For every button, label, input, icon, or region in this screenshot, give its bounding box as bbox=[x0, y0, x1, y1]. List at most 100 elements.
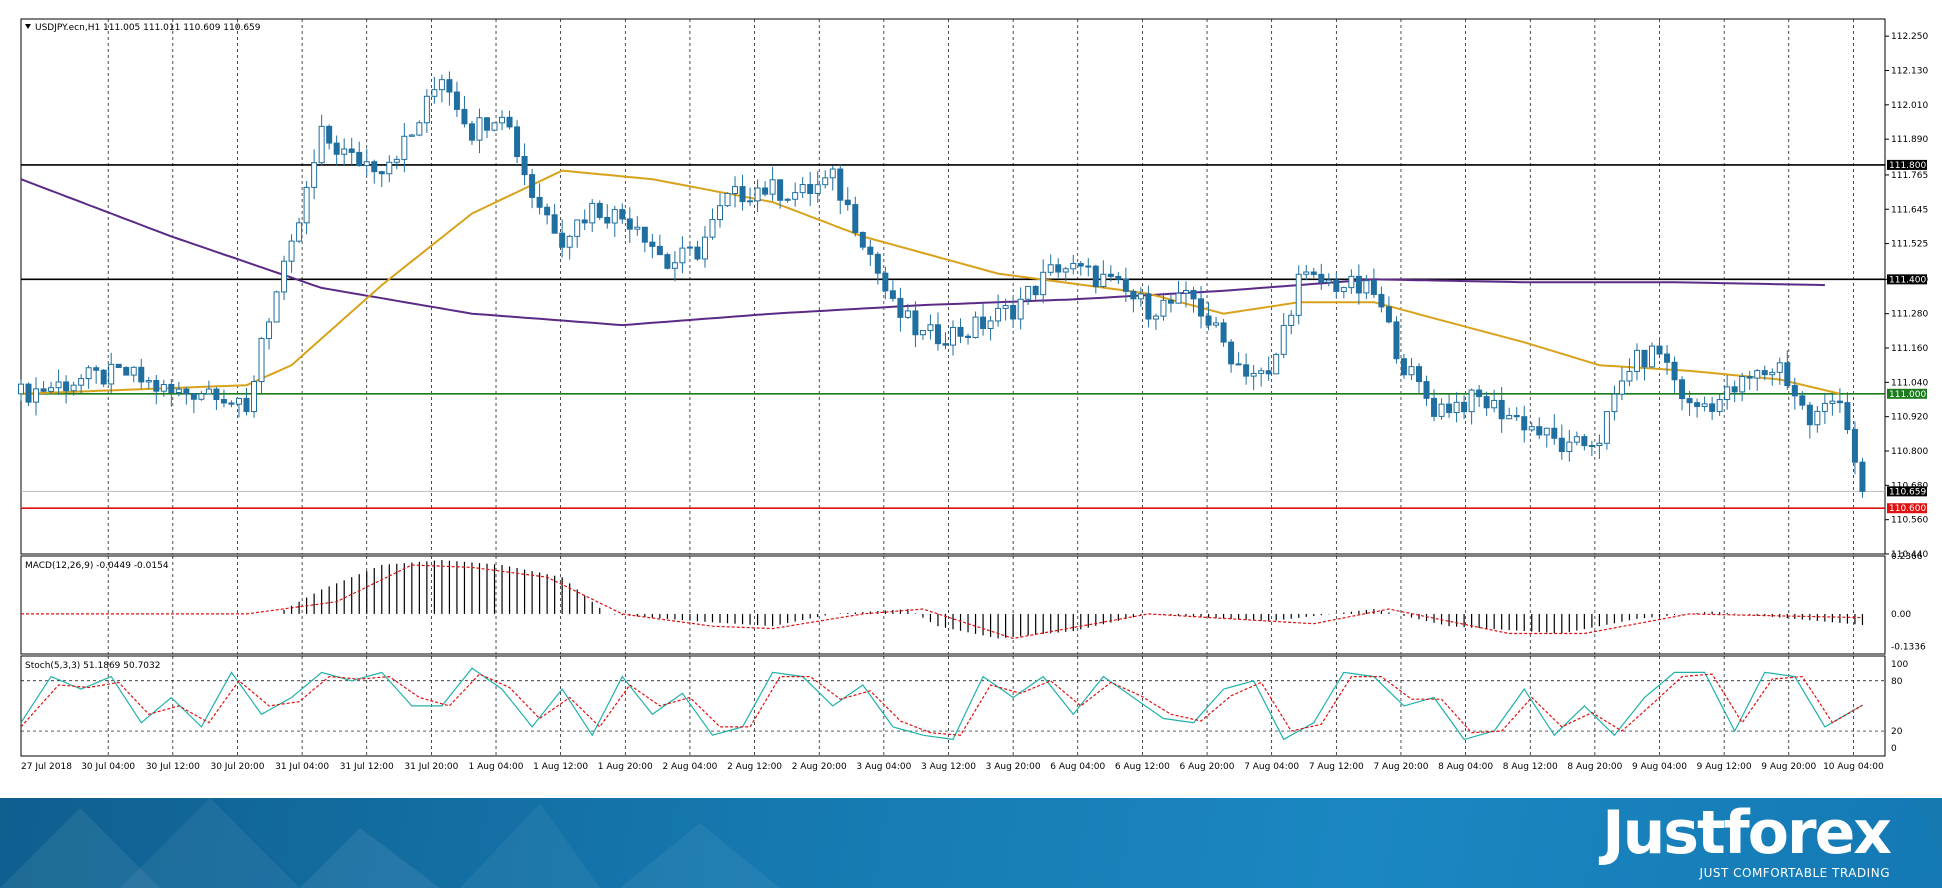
candle-body bbox=[559, 232, 566, 248]
candle-body bbox=[423, 95, 430, 124]
stoch-axis: 100 80 20 0 bbox=[1891, 660, 1908, 754]
candle-body bbox=[484, 117, 490, 131]
candle-body bbox=[754, 187, 761, 202]
candle-body bbox=[1010, 304, 1017, 320]
macd-tick-label: 0.2366 bbox=[1891, 552, 1923, 562]
candle-body bbox=[792, 192, 799, 200]
candle-body bbox=[1438, 403, 1445, 417]
candle-body bbox=[1167, 299, 1174, 304]
candle-body bbox=[1265, 370, 1272, 375]
candle-body bbox=[641, 226, 648, 243]
candle-body bbox=[1679, 379, 1686, 400]
candle-body bbox=[694, 246, 701, 260]
candle-body bbox=[829, 168, 836, 179]
candle-body bbox=[85, 367, 92, 380]
candle-body bbox=[1100, 273, 1107, 288]
y-tick-label: 111.040 bbox=[1891, 378, 1928, 388]
candle-body bbox=[671, 262, 678, 269]
candle-body bbox=[1273, 353, 1280, 375]
candle-body bbox=[1115, 275, 1122, 280]
candle-body bbox=[942, 343, 949, 346]
x-tick-label: 31 Jul 04:00 bbox=[275, 762, 329, 772]
candle-body bbox=[318, 125, 325, 164]
x-tick-label: 6 Aug 20:00 bbox=[1180, 762, 1235, 772]
candle-body bbox=[1859, 461, 1866, 492]
candle-body bbox=[1461, 401, 1468, 413]
stoch-tick-label: 80 bbox=[1891, 677, 1903, 687]
candle-body bbox=[1205, 315, 1212, 326]
candle-body bbox=[980, 316, 987, 329]
x-tick-label: 1 Aug 04:00 bbox=[469, 762, 524, 772]
candle-body bbox=[1393, 321, 1400, 360]
y-tick-label: 110.440 bbox=[1891, 550, 1928, 560]
candle-body bbox=[115, 363, 122, 368]
price-level-tag bbox=[1887, 503, 1927, 514]
candle-body bbox=[664, 254, 671, 269]
candle-body bbox=[732, 186, 739, 194]
candle-body bbox=[506, 116, 513, 128]
candle-body bbox=[950, 326, 956, 346]
candle-body bbox=[431, 89, 438, 97]
y-tick-label: 111.525 bbox=[1891, 240, 1928, 250]
stoch-tick-label: 20 bbox=[1891, 727, 1903, 737]
candle-body bbox=[348, 148, 355, 153]
candle-body bbox=[1851, 429, 1858, 463]
collapse-triangle-icon[interactable] bbox=[25, 24, 31, 29]
candle-body bbox=[1085, 265, 1092, 268]
candle-body bbox=[1618, 380, 1625, 395]
slow-moving-average bbox=[20, 178, 1825, 327]
y-tick-label: 110.920 bbox=[1891, 413, 1928, 423]
candle-body bbox=[1641, 349, 1648, 368]
candle-body bbox=[198, 393, 205, 400]
candle-body bbox=[784, 198, 791, 201]
vertical-grid bbox=[107, 19, 1854, 756]
candle-body bbox=[1213, 322, 1220, 326]
candle-body bbox=[205, 388, 212, 395]
candle-body bbox=[1145, 293, 1152, 320]
candle-body bbox=[604, 216, 611, 224]
fast-moving-average bbox=[20, 169, 1841, 395]
candle-body bbox=[1731, 386, 1738, 393]
candle-body bbox=[1506, 415, 1513, 420]
candle-body bbox=[468, 123, 475, 141]
candle-body bbox=[544, 206, 551, 216]
brand-logo-text: Justforex bbox=[1602, 798, 1892, 868]
candle-body bbox=[581, 219, 588, 224]
candle-body bbox=[33, 388, 40, 403]
y-tick-label: 111.280 bbox=[1891, 310, 1928, 320]
candle-body bbox=[1318, 273, 1325, 283]
candle-body bbox=[1190, 290, 1197, 300]
candle-body bbox=[371, 161, 378, 173]
y-tick-label: 111.765 bbox=[1891, 171, 1928, 181]
candle-body bbox=[1769, 371, 1776, 376]
stoch-panel-frame bbox=[20, 655, 1886, 757]
stoch-tick-label: 100 bbox=[1891, 660, 1908, 670]
candlesticks bbox=[18, 71, 1866, 498]
candle-body bbox=[822, 177, 829, 186]
y-tick-label: 110.800 bbox=[1891, 447, 1928, 457]
candle-body bbox=[649, 241, 656, 247]
x-tick-label: 30 Jul 20:00 bbox=[210, 762, 264, 772]
x-tick-label: 31 Jul 12:00 bbox=[340, 762, 394, 772]
price-level-label: 110.600 bbox=[1889, 504, 1926, 514]
candle-body bbox=[1378, 293, 1385, 308]
candle-body bbox=[859, 231, 866, 248]
candle-body bbox=[596, 202, 603, 218]
time-axis: 27 Jul 2018 30 Jul 04:00 30 Jul 12:00 30 Ju… bbox=[21, 762, 1884, 772]
candle-body bbox=[1258, 370, 1265, 374]
candle-body bbox=[1325, 279, 1332, 283]
candle-body bbox=[889, 290, 896, 299]
current-price-tag bbox=[1887, 486, 1927, 497]
candle-body bbox=[25, 383, 32, 403]
candle-body bbox=[1573, 436, 1580, 443]
candle-body bbox=[1152, 315, 1159, 320]
candle-body bbox=[1784, 362, 1791, 387]
candle-body bbox=[175, 388, 182, 394]
candle-body bbox=[566, 235, 573, 248]
candle-body bbox=[1709, 403, 1716, 412]
candle-body bbox=[867, 246, 874, 255]
candle-body bbox=[1032, 285, 1039, 296]
candle-body bbox=[1400, 358, 1407, 376]
candle-body bbox=[551, 214, 558, 234]
candle-body bbox=[1588, 445, 1595, 448]
